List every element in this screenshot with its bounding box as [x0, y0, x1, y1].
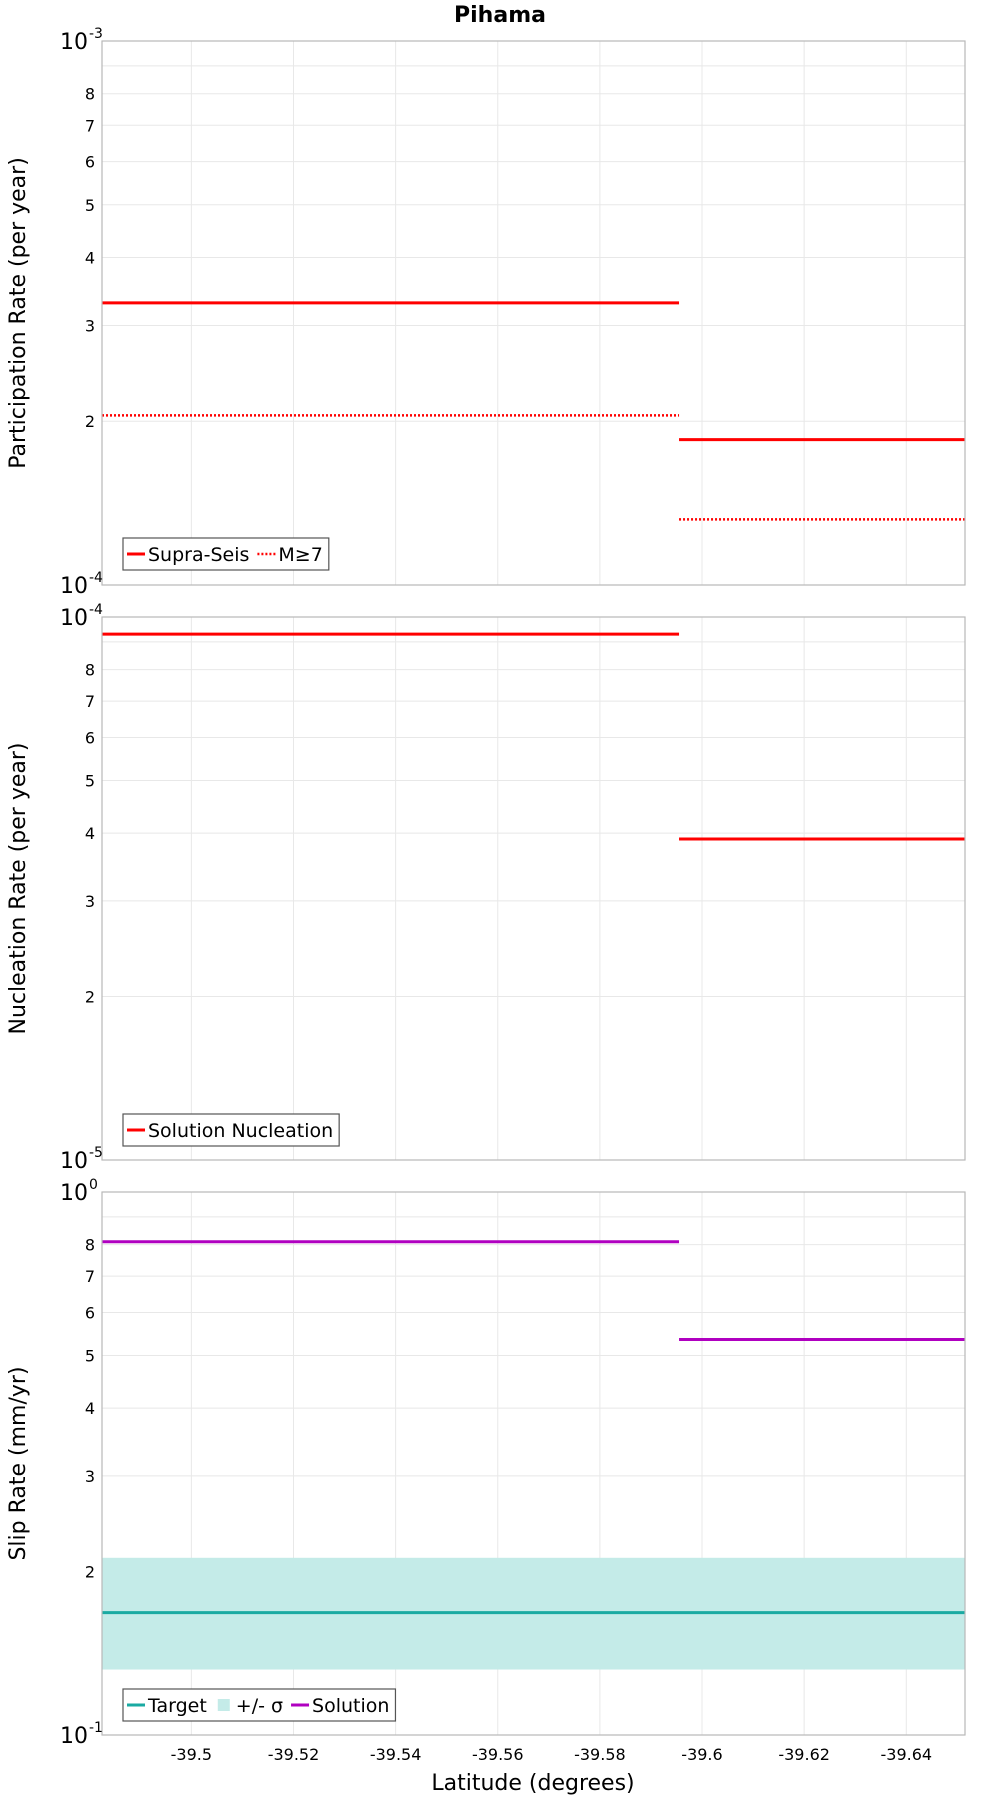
y-tick-label: 8: [85, 85, 95, 104]
y-decade-exponent: 0: [89, 1177, 98, 1193]
y-decade-exponent: -4: [89, 602, 103, 618]
y-tick-label: 3: [85, 1467, 95, 1486]
y-axis-label: Participation Rate (per year): [6, 157, 31, 469]
legend-swatch: [217, 1699, 230, 1711]
x-axis: -39.5 -39.52 -39.54 -39.56 -39.58 -39.6 -39.62…: [171, 1745, 932, 1764]
y-tick-label: 4: [85, 1399, 95, 1418]
x-tick-label: -39.6: [681, 1745, 722, 1764]
x-tick-label: -39.62: [778, 1745, 830, 1764]
y-tick-label: 7: [85, 692, 95, 711]
y-decade-label: 10: [60, 1181, 88, 1206]
legend: Solution Nucleation: [122, 1113, 340, 1147]
y-tick-label: 7: [85, 116, 95, 135]
y-tick-label: 6: [85, 728, 95, 747]
y-tick-label: 8: [85, 661, 95, 680]
y-axis-label: Slip Rate (mm/yr): [6, 1366, 31, 1560]
y-tick-label: 2: [85, 988, 95, 1007]
y-decade-exponent: -1: [89, 1720, 103, 1736]
x-axis-label: Latitude (degrees): [431, 1771, 634, 1796]
x-tick-label: -39.54: [370, 1745, 422, 1764]
y-tick-label: 4: [85, 824, 95, 843]
legend-label: M≥7: [278, 544, 322, 566]
y-decade-label: 10: [60, 30, 88, 55]
y-tick-label: 7: [85, 1267, 95, 1286]
x-tick-label: -39.64: [880, 1745, 932, 1764]
legend-label: Target: [147, 1695, 207, 1717]
x-tick-label: -39.56: [472, 1745, 524, 1764]
y-axis-label: Nucleation Rate (per year): [6, 743, 31, 1035]
y-tick-label: 6: [85, 153, 95, 172]
legend-label: Solution: [312, 1695, 389, 1717]
y-tick-label: 5: [85, 1346, 95, 1365]
y-decade-label: 10: [60, 1724, 88, 1749]
legend: Supra-Seis M≥7: [122, 537, 330, 571]
y-tick-label: 6: [85, 1303, 95, 1322]
y-tick-label: 3: [85, 892, 95, 911]
legend: Target +/- σ Solution: [122, 1688, 397, 1722]
y-decade-label: 10: [60, 574, 88, 599]
y-tick-label: 2: [85, 1563, 95, 1582]
y-tick-label: 3: [85, 316, 95, 335]
legend-label: Supra-Seis: [148, 544, 249, 566]
x-tick-label: -39.58: [574, 1745, 626, 1764]
plot-frame: [101, 1191, 966, 1736]
y-decade-label: 10: [60, 1149, 88, 1174]
legend-box: [122, 1688, 397, 1722]
y-decade-label: 10: [60, 606, 88, 631]
y-tick-label: 5: [85, 196, 95, 215]
y-tick-label: 4: [85, 248, 95, 267]
legend-label: Solution Nucleation: [148, 1120, 333, 1142]
plot-frame: [101, 616, 966, 1161]
y-tick-label: 5: [85, 771, 95, 790]
y-decade-exponent: -3: [89, 26, 103, 42]
legend-box: [122, 1113, 340, 1147]
y-decade-exponent: -4: [89, 570, 103, 586]
x-tick-label: -39.5: [171, 1745, 212, 1764]
chart-title: Pihama: [454, 3, 546, 28]
legend-box: [122, 537, 330, 571]
y-tick-label: 2: [85, 412, 95, 431]
plot-frame: [101, 40, 966, 586]
y-tick-label: 8: [85, 1236, 95, 1255]
x-tick-label: -39.52: [268, 1745, 320, 1764]
y-decade-exponent: -5: [89, 1145, 103, 1161]
legend-label: +/- σ: [236, 1695, 283, 1717]
